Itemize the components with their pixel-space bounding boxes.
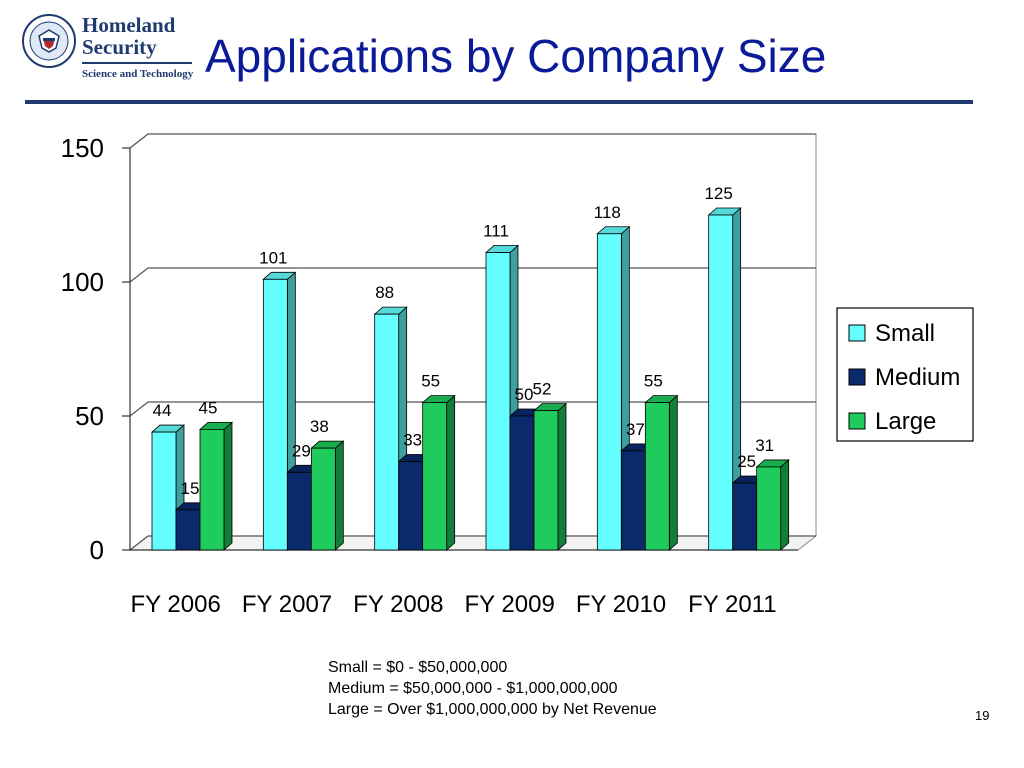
logo-text-security: Security [82, 35, 157, 59]
logo-text-homeland: Homeland [82, 13, 176, 37]
bar-large [644, 402, 670, 551]
bar-large [310, 447, 336, 551]
data-label-medium: 33 [403, 431, 422, 450]
legend-swatch-small [848, 324, 866, 342]
data-label-medium: 15 [181, 479, 200, 498]
data-label-large: 52 [533, 380, 552, 399]
data-label-large: 55 [644, 372, 663, 391]
data-label-large: 55 [421, 372, 440, 391]
y-tick-label: 0 [90, 535, 104, 565]
note-large: Large = Over $1,000,000,000 by Net Reven… [328, 701, 657, 718]
data-label-small: 111 [483, 222, 509, 241]
page-number: 19 [975, 708, 990, 723]
bar-small [596, 233, 622, 551]
bar-small [262, 278, 288, 551]
gridline [129, 401, 816, 417]
bar-medium [175, 509, 201, 551]
x-tick-label: FY 2009 [465, 591, 555, 618]
y-tick-label: 50 [75, 401, 104, 431]
data-label-medium: 29 [292, 441, 311, 460]
data-label-medium: 50 [515, 385, 534, 404]
legend-label-large: Large [875, 408, 936, 435]
bar-large [533, 410, 559, 551]
data-label-small: 125 [704, 184, 732, 203]
logo-divider [82, 62, 192, 64]
gridline [129, 535, 816, 551]
title-divider [25, 100, 973, 104]
bar-small [485, 252, 511, 551]
bar-side-large [223, 421, 233, 551]
bar-small [374, 313, 400, 551]
bar-large [199, 428, 225, 551]
bar-medium [620, 450, 646, 551]
bar-side-large [446, 394, 456, 551]
note-medium: Medium = $50,000,000 - $1,000,000,000 [328, 680, 618, 697]
bar-medium [286, 471, 312, 551]
bar-small [151, 431, 177, 551]
bar-chart: 0 50 100 150 44 15 45 FY 2006 101 29 38 FY 2007 88 33… [61, 133, 974, 618]
data-label-large: 31 [755, 436, 774, 455]
bar-side-large [668, 394, 678, 551]
x-tick-label: FY 2010 [576, 591, 666, 618]
data-label-small: 118 [594, 203, 621, 222]
dhs-seal-icon [22, 14, 76, 68]
x-tick-label: FY 2008 [353, 591, 443, 618]
data-label-medium: 25 [737, 452, 756, 471]
bar-medium [732, 482, 758, 551]
gridline [129, 267, 816, 283]
y-tick-label: 100 [61, 267, 104, 297]
y-tick-label: 150 [61, 133, 104, 163]
data-label-large: 45 [199, 398, 218, 417]
slide-title: Applications by Company Size [205, 30, 827, 82]
data-label-medium: 37 [626, 420, 645, 439]
data-label-small: 101 [259, 248, 287, 267]
bar-small [708, 214, 734, 551]
x-tick-label: FY 2011 [688, 591, 777, 618]
dhs-logo: Homeland Security Science and Technology [22, 12, 197, 92]
gridline [129, 133, 816, 149]
legend-swatch-medium [848, 368, 866, 386]
data-label-large: 38 [310, 417, 329, 436]
note-small: Small = $0 - $50,000,000 [328, 659, 508, 676]
bar-large [756, 466, 782, 551]
data-label-small: 88 [375, 283, 394, 302]
bar-medium [509, 415, 535, 551]
data-label-small: 44 [153, 401, 172, 420]
bar-large [422, 402, 448, 551]
x-tick-label: FY 2007 [242, 591, 332, 618]
logo-text-science: Science and Technology [82, 68, 194, 80]
legend-label-small: Small [875, 320, 935, 347]
x-tick-label: FY 2006 [131, 591, 221, 618]
bar-side-large [334, 440, 344, 551]
bar-side-large [557, 402, 567, 551]
legend-label-medium: Medium [875, 364, 960, 391]
bar-side-large [780, 459, 790, 551]
bar-medium [398, 461, 424, 551]
size-definitions: Small = $0 - $50,000,000 Medium = $50,00… [328, 657, 657, 720]
legend-swatch-large [848, 412, 866, 430]
